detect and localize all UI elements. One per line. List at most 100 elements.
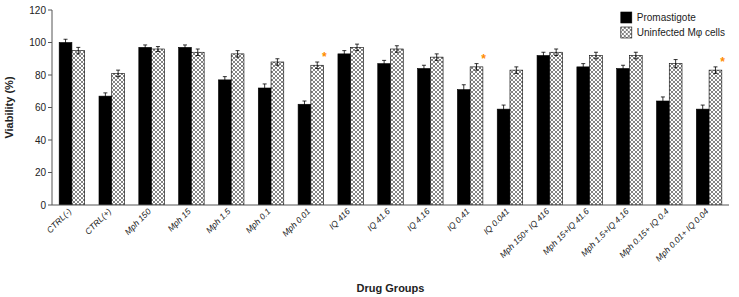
bar	[709, 70, 722, 205]
error-cap	[156, 51, 160, 52]
error-line	[118, 70, 119, 77]
error-cap	[475, 63, 479, 64]
y-tick	[48, 75, 52, 76]
error-line	[105, 93, 106, 100]
legend-label: Promastigote	[637, 12, 696, 23]
error-cap	[76, 47, 80, 48]
error-cap	[223, 76, 227, 77]
x-tick-label: Mph 1.5	[204, 206, 233, 235]
bar	[470, 67, 483, 205]
error-cap	[223, 83, 227, 84]
error-cap	[634, 52, 638, 53]
bar	[191, 52, 204, 205]
y-tick-label: 120	[29, 5, 46, 16]
bar	[391, 49, 404, 205]
error-line	[595, 52, 596, 59]
error-cap	[76, 53, 80, 54]
error-cap	[143, 49, 147, 50]
error-cap	[355, 50, 359, 51]
y-tick	[48, 140, 52, 141]
error-cap	[514, 73, 518, 74]
error-line	[357, 44, 358, 51]
error-bar	[594, 52, 598, 59]
y-tick	[48, 10, 52, 11]
error-line	[662, 97, 663, 105]
bar	[577, 67, 590, 205]
error-cap	[554, 55, 558, 56]
error-cap	[315, 68, 319, 69]
legend-label: Uninfected Mφ cells	[637, 27, 725, 38]
error-cap	[475, 70, 479, 71]
error-cap	[275, 65, 279, 66]
error-cap	[64, 39, 68, 40]
y-tick	[48, 205, 52, 206]
error-line	[78, 47, 79, 54]
error-cap	[196, 55, 200, 56]
bar	[550, 52, 563, 205]
bar	[99, 96, 112, 205]
x-tick-label: CTRL(+)	[83, 206, 113, 236]
error-cap	[594, 52, 598, 53]
error-line	[185, 45, 186, 50]
bar	[152, 49, 165, 205]
bar	[311, 65, 324, 205]
annotation: *	[720, 55, 725, 69]
error-line	[277, 59, 278, 66]
bar	[617, 69, 630, 206]
error-line	[157, 47, 158, 52]
bars	[59, 39, 722, 205]
error-cap	[116, 70, 120, 71]
error-cap	[462, 84, 466, 85]
error-cap	[701, 113, 705, 114]
error-line	[623, 65, 624, 72]
y-tick	[48, 42, 52, 43]
x-tick-label: IQ 0.041	[481, 206, 511, 236]
error-cap	[554, 49, 558, 50]
bar	[338, 54, 351, 205]
error-cap	[541, 52, 545, 53]
error-cap	[713, 73, 717, 74]
bar	[669, 64, 682, 205]
error-bar	[315, 62, 319, 69]
error-bar	[541, 52, 545, 59]
y-tick	[48, 107, 52, 108]
bar	[218, 80, 231, 205]
error-cap	[541, 58, 545, 59]
error-cap	[302, 101, 306, 102]
error-cap	[395, 52, 399, 53]
error-line	[344, 51, 345, 58]
annotation: *	[322, 50, 327, 64]
error-cap	[156, 46, 160, 47]
error-cap	[355, 44, 359, 45]
error-line	[675, 60, 676, 68]
error-bar	[116, 70, 120, 77]
error-line	[423, 65, 424, 72]
error-bar	[621, 65, 625, 72]
error-bar	[64, 39, 68, 46]
error-cap	[236, 50, 240, 51]
error-cap	[713, 66, 717, 67]
annotation: *	[481, 52, 486, 66]
legend: Promastigote Uninfected Mφ cells	[621, 12, 725, 38]
error-line	[264, 84, 265, 92]
error-cap	[263, 92, 267, 93]
bar	[629, 56, 642, 206]
error-cap	[103, 92, 107, 93]
bar	[430, 57, 443, 205]
y-tick-label: 100	[29, 37, 46, 48]
bar	[179, 47, 192, 205]
bar	[378, 64, 391, 205]
error-cap	[103, 99, 107, 100]
chart: ***020406080100120CTRL(-)CTRL(+)Mph 150M…	[0, 0, 739, 297]
error-bar	[475, 64, 479, 71]
x-tick-label: Mph 150	[123, 206, 154, 237]
error-line	[65, 39, 66, 46]
error-line	[635, 52, 636, 59]
error-bar	[76, 47, 80, 54]
error-cap	[674, 59, 678, 60]
error-cap	[236, 57, 240, 58]
error-cap	[143, 44, 147, 45]
error-bar	[382, 60, 386, 67]
error-bar	[236, 51, 240, 58]
error-line	[543, 52, 544, 59]
